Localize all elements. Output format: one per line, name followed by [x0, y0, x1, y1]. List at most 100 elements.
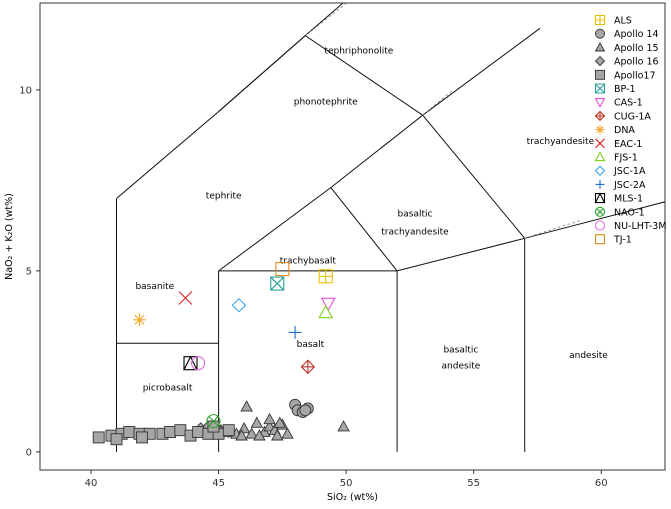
- data-point: [191, 356, 206, 371]
- legend-label: JSC-1A: [613, 166, 646, 177]
- legend-label: Apollo 15: [614, 43, 659, 54]
- data-point: [174, 424, 187, 437]
- legend-marker: [594, 98, 606, 108]
- field-label: basaltic: [443, 345, 478, 355]
- field-label: trachyandesite: [381, 228, 449, 238]
- legend-label: DNA: [614, 125, 635, 136]
- data-point: [192, 426, 205, 438]
- data-point: [206, 414, 221, 429]
- data-point: [235, 429, 248, 441]
- data-point: [164, 426, 177, 438]
- field-label: basanite: [135, 282, 174, 292]
- y-tick-label: 0: [26, 447, 32, 458]
- data-point: [273, 416, 287, 428]
- field-label: tephriphonolite: [324, 47, 393, 57]
- y-tick-label: 10: [19, 85, 32, 96]
- legend-marker: [594, 41, 606, 52]
- legend-marker: [595, 179, 605, 189]
- legend-marker: [594, 165, 606, 176]
- legend-marker: [594, 55, 606, 67]
- field-label: picrobasalt: [143, 383, 193, 393]
- legend-label: Apollo17: [614, 70, 656, 81]
- tas-boundaries: [116, 3, 665, 452]
- legend-label: EAC-1: [614, 139, 642, 150]
- series-apollo-14: [289, 398, 314, 419]
- field-label: tephrite: [206, 191, 242, 201]
- series-jsc-1a: [231, 298, 247, 313]
- data-point: [240, 400, 253, 412]
- series-jsc-2a: [288, 325, 302, 339]
- series-als: [318, 269, 333, 284]
- x-tick-label: 40: [85, 478, 98, 489]
- data-point: [320, 297, 336, 312]
- series-eac-1: [178, 291, 193, 305]
- field-label: andesite: [569, 351, 608, 361]
- field-label: basalt: [297, 340, 325, 350]
- field-label: basaltic: [398, 210, 433, 220]
- series-cug-1a: [300, 359, 316, 375]
- series-nu-lht-3m: [191, 356, 206, 371]
- legend-label: FJS-1: [614, 153, 638, 164]
- legend-marker: [595, 125, 605, 135]
- data-point: [275, 262, 290, 277]
- legend-label: JSC-2A: [613, 180, 646, 191]
- data-point: [263, 412, 276, 425]
- legend-marker: [594, 192, 606, 204]
- series-cas-1: [320, 297, 336, 312]
- data-point: [300, 359, 316, 375]
- tas-boundary-line: [218, 34, 423, 116]
- legend-marker: [594, 151, 606, 162]
- data-point: [299, 404, 312, 417]
- field-label: trachybasalt: [280, 257, 337, 267]
- series-mls-1: [183, 355, 198, 371]
- data-point: [92, 431, 105, 444]
- data-point: [110, 433, 123, 446]
- series-nao-1: [206, 414, 221, 429]
- series-tj-1: [275, 262, 290, 277]
- legend-label: MLS-1: [614, 194, 643, 205]
- x-tick-label: 55: [467, 478, 480, 489]
- data-point: [318, 269, 333, 284]
- tas-boundary-line: [218, 201, 665, 272]
- legend-marker: [595, 138, 605, 149]
- series-bp-1: [270, 276, 285, 291]
- tas-boundary-line: [218, 27, 541, 272]
- plot-frame: [39, 2, 666, 471]
- data-point: [237, 421, 251, 434]
- data-point: [178, 291, 193, 305]
- data-point: [222, 424, 235, 437]
- data-point: [245, 427, 258, 439]
- legend-label: Apollo 16: [614, 57, 659, 68]
- series-apollo-15: [214, 400, 350, 441]
- data-point: [231, 298, 247, 313]
- field-label: phonotephrite: [294, 97, 358, 107]
- y-tick-label: 5: [26, 266, 32, 277]
- legend-marker: [594, 14, 606, 26]
- data-point: [270, 276, 285, 291]
- field-label: trachyandesite: [527, 137, 595, 147]
- data-point: [318, 304, 334, 319]
- series-fjs-1: [318, 304, 334, 319]
- x-tick-label: 50: [340, 478, 353, 489]
- x-tick-label: 45: [212, 478, 225, 489]
- legend: ALS Apollo 14 Apollo 15 Apollo 16 Apollo17 BP…: [594, 14, 667, 246]
- field-label: andesite: [442, 362, 481, 372]
- tas-boundary-line: [330, 187, 398, 272]
- legend-label: NU-LHT-3M: [614, 221, 667, 232]
- legend-label: BP-1: [614, 84, 636, 95]
- series-dna: [132, 313, 146, 327]
- legend-label: CUG-1A: [614, 111, 651, 122]
- data-point: [136, 431, 148, 444]
- legend-marker: [595, 69, 605, 80]
- y-axis-label: NaO₂ + K₂O (wt%): [4, 193, 15, 280]
- data-point: [250, 416, 264, 428]
- legend-marker: [594, 220, 606, 231]
- legend-label: NAO-1: [614, 207, 645, 218]
- legend-marker: [594, 110, 606, 122]
- legend-marker: [595, 28, 605, 39]
- data-point: [281, 427, 294, 439]
- data-point: [132, 313, 146, 327]
- data-point: [337, 420, 350, 432]
- tas-boundary-extension: [524, 219, 581, 239]
